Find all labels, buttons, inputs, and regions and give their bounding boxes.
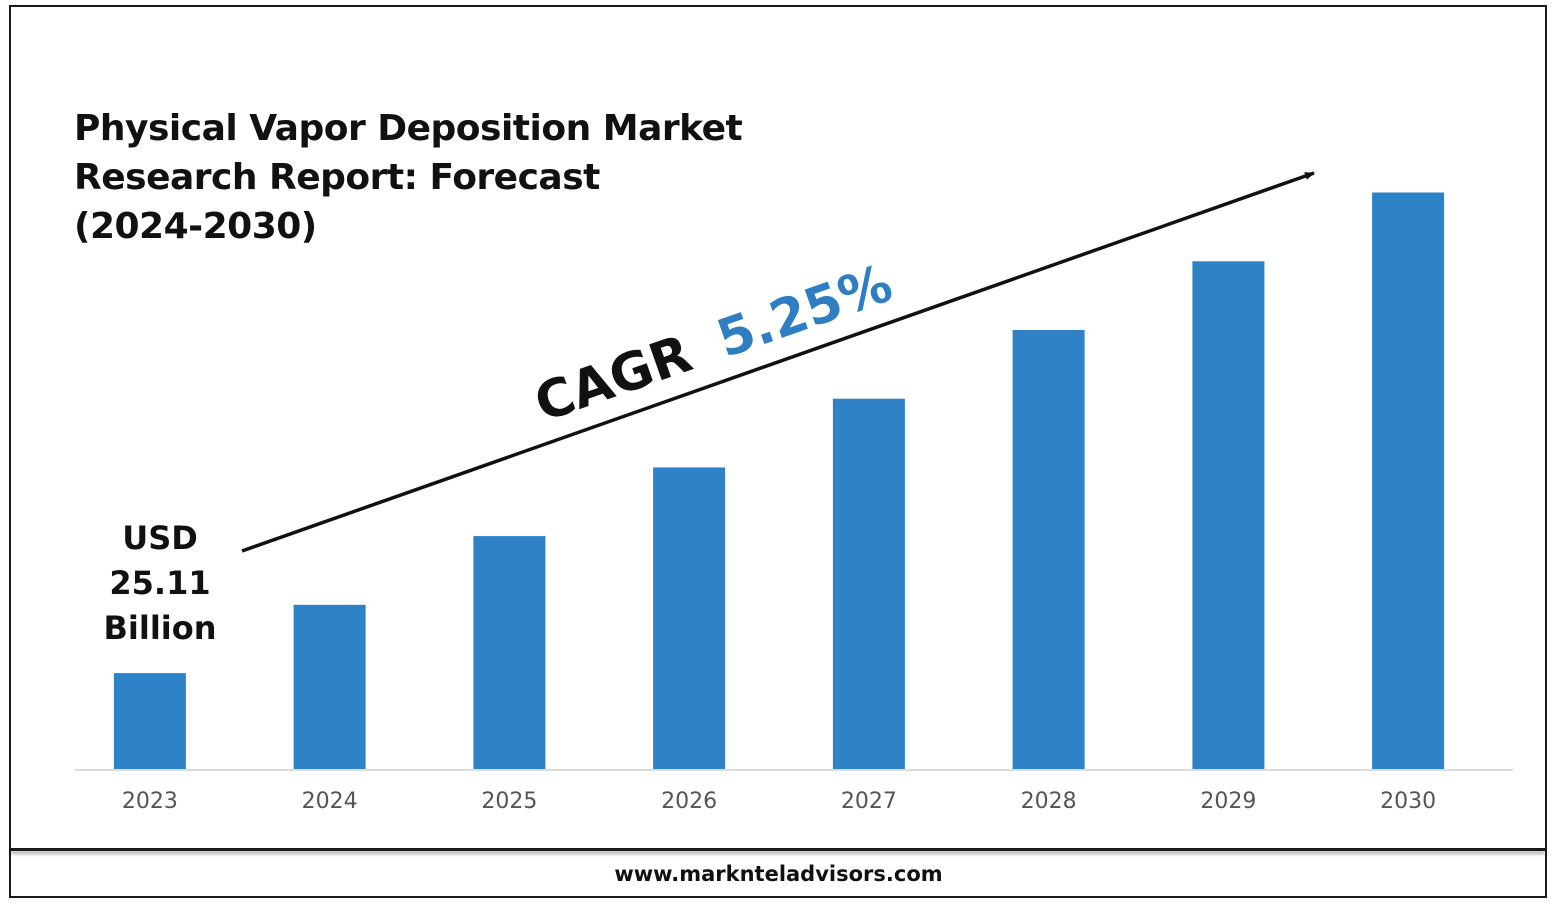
bar-2028 — [1012, 330, 1085, 769]
x-tick-label-2030: 2030 — [1380, 789, 1436, 814]
chart-title: Physical Vapor Deposition Market Researc… — [74, 108, 743, 247]
bar-2023 — [113, 673, 186, 769]
cagr-prefix: CAGR — [527, 324, 699, 434]
start-value-label: USD 25.11 Billion — [100, 516, 220, 651]
x-tick-label-2023: 2023 — [122, 789, 178, 814]
footer-divider — [11, 848, 1545, 851]
x-tick-label-2024: 2024 — [302, 789, 358, 814]
start-value-currency: USD — [122, 519, 198, 557]
bar-2030 — [1372, 192, 1445, 769]
footer-url: www.marknteladvisors.com — [614, 862, 943, 886]
x-tick-label-2028: 2028 — [1021, 789, 1077, 814]
bar-2026 — [653, 467, 726, 769]
x-tick-label-2027: 2027 — [841, 789, 897, 814]
bar-2029 — [1192, 261, 1265, 769]
x-tick-label-2025: 2025 — [481, 789, 537, 814]
growth-arrow — [241, 171, 1315, 553]
start-value-number: 25.11 — [109, 564, 211, 602]
bar-2025 — [473, 536, 546, 769]
x-tick-label-2029: 2029 — [1200, 789, 1256, 814]
chart-frame — [9, 5, 1547, 898]
x-tick-label-2026: 2026 — [661, 789, 717, 814]
bar-2027 — [832, 398, 905, 769]
bar-2024 — [293, 604, 366, 769]
start-value-unit: Billion — [103, 609, 217, 647]
